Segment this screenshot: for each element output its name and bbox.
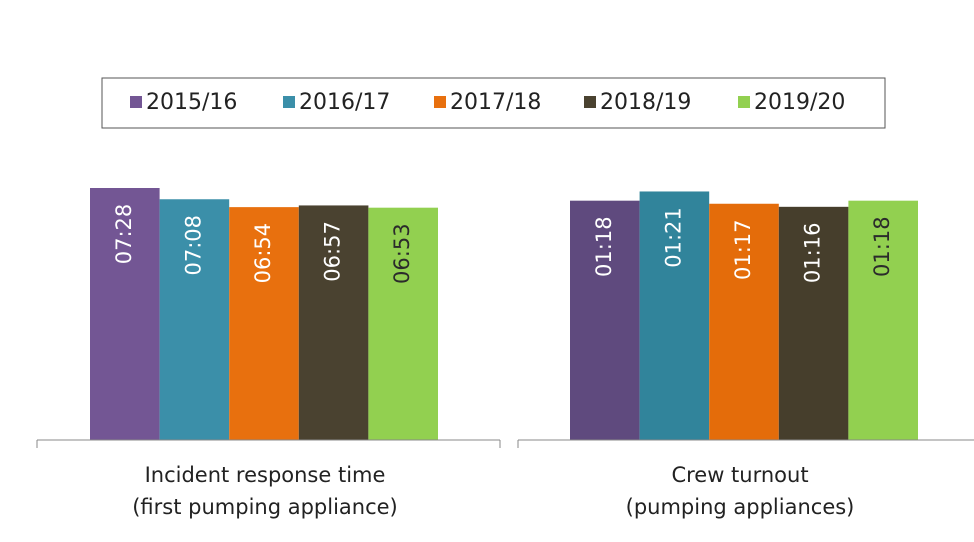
- legend-label: 2017/18: [450, 90, 541, 115]
- bar: [90, 188, 160, 440]
- value-label: 06:53: [390, 223, 414, 284]
- bar: [159, 199, 230, 440]
- bar: [229, 207, 299, 440]
- value-label: 01:18: [592, 216, 616, 277]
- value-label: 06:54: [251, 223, 275, 284]
- bar: [298, 205, 369, 440]
- legend-swatch: [434, 96, 446, 108]
- value-label: 07:28: [112, 204, 136, 265]
- x-tick-label: Crew turnout: [671, 463, 808, 487]
- legend-label: 2018/19: [600, 90, 691, 115]
- bar: [368, 207, 438, 440]
- value-label: 01:16: [801, 223, 825, 284]
- x-tick-label: (first pumping appliance): [132, 495, 398, 519]
- legend-box: [101, 77, 886, 129]
- value-label: 01:17: [731, 219, 755, 280]
- legend-swatch: [584, 96, 596, 108]
- bar: [848, 200, 918, 440]
- value-label: 01:18: [870, 216, 894, 277]
- bar: [778, 206, 849, 440]
- legend-swatch: [130, 96, 142, 108]
- legend-swatch: [738, 96, 750, 108]
- value-label: 01:21: [661, 207, 685, 268]
- legend-label: 2015/16: [146, 90, 237, 115]
- legend-swatch: [283, 96, 295, 108]
- bar: [639, 191, 710, 440]
- legend-label: 2016/17: [299, 90, 390, 115]
- value-label: 06:57: [321, 221, 345, 282]
- bar: [570, 200, 640, 440]
- value-label: 07:08: [181, 215, 205, 276]
- legend-label: 2019/20: [754, 90, 845, 115]
- x-tick-label: Incident response time: [145, 463, 386, 487]
- x-tick-label: (pumping appliances): [626, 495, 855, 519]
- bar: [709, 203, 779, 440]
